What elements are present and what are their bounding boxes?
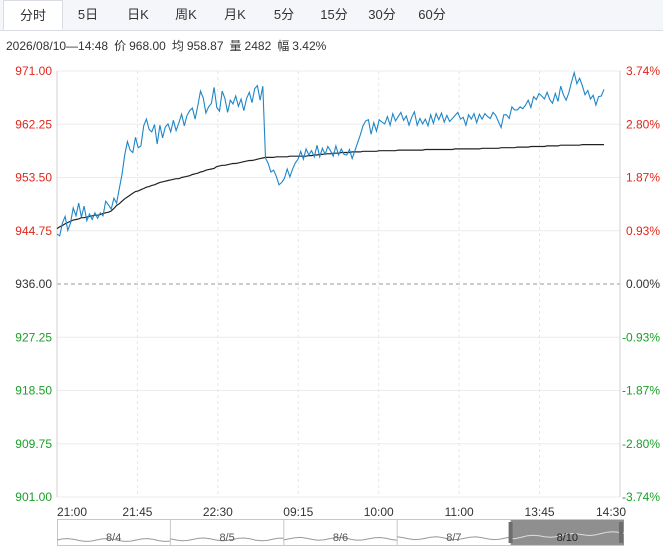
navigator-sparkline: [397, 536, 511, 541]
y-tick-label-right: 0.00%: [626, 277, 660, 291]
y-tick-label-left: 909.75: [15, 437, 52, 451]
x-tick-label: 14:30: [596, 505, 626, 519]
y-tick-label-right: 3.74%: [626, 64, 660, 78]
x-tick-label: 21:00: [57, 505, 87, 519]
y-tick-label-right: 1.87%: [626, 171, 660, 185]
y-tick-label-left: 953.50: [15, 171, 52, 185]
y-tick-label-right: -3.74%: [622, 490, 660, 504]
navigator-sparkline: [57, 538, 171, 542]
period-tab-bar: 分时 5日 日K 周K 月K 5分 15分 30分 60分: [0, 0, 663, 31]
y-tick-label-left: 936.00: [15, 277, 52, 291]
y-tick-label-right: 2.80%: [626, 117, 660, 131]
price-line: [56, 70, 605, 237]
y-tick-label-right: -2.80%: [622, 437, 660, 451]
x-tick-label: 13:45: [525, 505, 555, 519]
y-tick-label-right: -0.93%: [622, 330, 660, 344]
tab-monthly-k[interactable]: 月K: [224, 7, 246, 22]
y-tick-label-right: -1.87%: [622, 384, 660, 398]
tab-30-min[interactable]: 30分: [368, 7, 396, 22]
navigator-date-label: 8/10: [557, 532, 578, 544]
x-tick-label: 11:00: [445, 505, 474, 519]
navigator-date-label: 8/7: [446, 532, 461, 544]
tab-60-min[interactable]: 60分: [418, 7, 446, 22]
y-tick-label-left: 901.00: [15, 490, 52, 504]
navigator-date-label: 8/6: [333, 532, 348, 544]
series-layer: [56, 70, 605, 237]
navigator-handle-right: [619, 522, 623, 543]
chart-grid: [56, 70, 621, 498]
y-tick-label-left: 971.00: [15, 64, 52, 78]
x-tick-label: 09:15: [283, 505, 313, 519]
tab-15-min[interactable]: 15分: [320, 7, 348, 22]
intraday-chart[interactable]: 971.00 962.25 953.50 944.75 936.00 927.25 918.…: [0, 0, 663, 520]
info-volume-label: 量: [229, 39, 242, 53]
navigator-handle-left: [508, 522, 513, 543]
date-navigator[interactable]: 8/4 8/5 8/6 8/7 8/10: [57, 519, 624, 546]
quote-info-bar: 2026/08/10—14:48 价 968.00 均 958.87 量 2482 幅 3.42…: [6, 37, 332, 54]
x-tick-label: 22:30: [203, 505, 233, 519]
y-axis-left: 971.00 962.25 953.50 944.75 936.00 927.25 918.…: [15, 64, 52, 504]
navigator-sparkline: [510, 531, 624, 540]
info-amp-label: 幅: [277, 39, 290, 53]
y-tick-label-left: 962.25: [15, 117, 52, 131]
x-tick-label: 10:00: [364, 505, 394, 519]
x-tick-label: 21:45: [122, 505, 152, 519]
navigator-date-label: 8/4: [106, 532, 121, 544]
x-axis: 21:00 21:45 22:30 09:15 10:00 11:00 13:45 14:30: [57, 505, 626, 519]
y-tick-label-left: 927.25: [15, 330, 52, 344]
tab-5-min[interactable]: 5分: [273, 7, 295, 22]
info-avg-label: 均: [171, 39, 184, 53]
info-amp: 3.42%: [292, 39, 327, 53]
tab-daily-k[interactable]: 日K: [127, 7, 149, 22]
navigator-date-label: 8/5: [219, 532, 234, 544]
tab-intraday[interactable]: 分时: [3, 0, 63, 30]
info-volume: 2482: [244, 39, 272, 53]
y-tick-label-left: 918.50: [15, 384, 52, 398]
avg-price-line: [56, 144, 604, 230]
info-price: 968.00: [129, 39, 166, 53]
tab-5-day[interactable]: 5日: [77, 7, 99, 22]
navigator-sparkline: [283, 536, 398, 541]
info-price-label: 价: [114, 39, 127, 53]
y-tick-label-right: 0.93%: [626, 224, 660, 238]
tab-weekly-k[interactable]: 周K: [175, 7, 197, 22]
y-tick-label-left: 944.75: [15, 224, 52, 238]
info-avg: 958.87: [186, 39, 224, 53]
info-datetime: 2026/08/10—14:48: [6, 39, 109, 53]
navigator-sparkline: [170, 537, 284, 542]
y-axis-right: 3.74% 2.80% 1.87% 0.93% 0.00% -0.93% -1.87% -2.…: [622, 64, 660, 504]
